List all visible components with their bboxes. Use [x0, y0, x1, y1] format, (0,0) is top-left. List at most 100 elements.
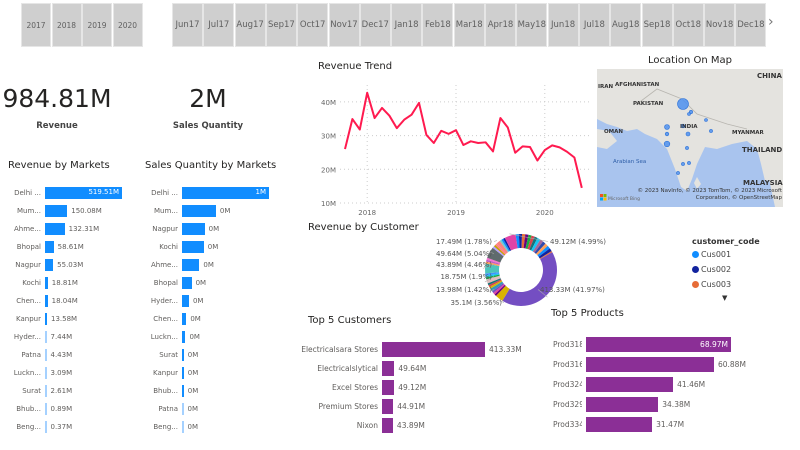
bar-row[interactable]: Kanpur 0M: [143, 366, 198, 380]
bar-row[interactable]: Hyder... 0M: [143, 294, 203, 308]
data-point[interactable]: [343, 147, 347, 151]
bar-row[interactable]: Patna 4.43M: [6, 348, 72, 362]
bar[interactable]: [182, 403, 184, 415]
data-point[interactable]: [373, 116, 377, 120]
donut-slice[interactable]: [493, 244, 506, 256]
data-point[interactable]: [387, 114, 391, 118]
month-slicer-item[interactable]: Oct 18: [672, 3, 704, 47]
legend-item-cus002[interactable]: Cus002: [692, 265, 731, 274]
bar[interactable]: [45, 403, 47, 415]
bar[interactable]: 1M: [182, 187, 269, 199]
donut-slice[interactable]: [523, 234, 529, 249]
year-slicer-2020[interactable]: 2020: [112, 3, 143, 47]
bar[interactable]: [45, 241, 54, 253]
year-slicer-2019[interactable]: 2019: [82, 3, 112, 47]
donut-slice[interactable]: [527, 235, 535, 250]
data-point[interactable]: [402, 118, 406, 122]
market-location-markers[interactable]: [663, 98, 713, 175]
bar[interactable]: [182, 331, 186, 343]
bar[interactable]: [586, 356, 714, 372]
data-point[interactable]: [358, 128, 362, 132]
bar-row[interactable]: Beng... 0.37M: [6, 420, 72, 434]
data-point[interactable]: [395, 126, 399, 130]
bar-row[interactable]: Surat 2.61M: [6, 384, 72, 398]
bar[interactable]: [586, 396, 659, 412]
donut-slice[interactable]: [492, 283, 505, 293]
data-point[interactable]: [439, 129, 443, 133]
donut-slice[interactable]: [493, 284, 505, 295]
donut-slice[interactable]: [488, 279, 502, 288]
bar[interactable]: [182, 205, 216, 217]
month-slicer-item[interactable]: Sep 18: [641, 3, 673, 47]
bar[interactable]: [182, 349, 184, 361]
bar-row[interactable]: Electricalslytical 49.64M: [300, 360, 426, 376]
bar[interactable]: [45, 259, 54, 271]
bar-row[interactable]: Prod318 68.97M: [553, 336, 731, 352]
year-slicer-2017[interactable]: 2017: [21, 3, 51, 47]
legend-item-cus003[interactable]: Cus003: [692, 280, 731, 289]
bar[interactable]: [182, 295, 189, 307]
bar[interactable]: [45, 205, 68, 217]
revenue-trend-line[interactable]: [344, 91, 583, 189]
bar[interactable]: [382, 379, 395, 395]
data-point[interactable]: [417, 101, 421, 105]
month-slicer-item[interactable]: Dec 18: [735, 3, 767, 47]
bar-row[interactable]: Prod324 41.46M: [553, 376, 705, 392]
bar-row[interactable]: Premium Stores 44.91M: [300, 398, 425, 414]
data-point[interactable]: [498, 116, 502, 120]
bar[interactable]: [382, 341, 485, 357]
bar-row[interactable]: Luckn... 0M: [143, 330, 200, 344]
bar[interactable]: [182, 421, 184, 433]
data-point[interactable]: [447, 132, 451, 136]
bar[interactable]: [45, 349, 47, 361]
month-slicer-item[interactable]: May 18: [516, 3, 548, 47]
bar-row[interactable]: Delhi ... 1M: [143, 186, 269, 200]
bar[interactable]: [182, 259, 200, 271]
bar-row[interactable]: Prod334 31.47M: [553, 416, 684, 432]
month-slicer-item[interactable]: Jul 17: [203, 3, 235, 47]
donut-slice[interactable]: [501, 238, 511, 252]
data-point[interactable]: [350, 117, 354, 121]
donut-slice[interactable]: [539, 251, 553, 260]
donut-slice[interactable]: [485, 261, 500, 267]
bar-row[interactable]: Beng... 0M: [143, 420, 198, 434]
location-map[interactable]: CHINA AFGHANISTAN IRAN PAKISTAN INDIA OM…: [597, 69, 783, 207]
bar[interactable]: [586, 376, 674, 392]
bar-row[interactable]: Bhub... 0.89M: [6, 402, 72, 416]
legend-item-cus001[interactable]: Cus001: [692, 250, 731, 259]
bar[interactable]: [586, 416, 653, 432]
bar-row[interactable]: Bhopal 0M: [143, 276, 206, 290]
donut-slice[interactable]: [538, 248, 552, 259]
bar-row[interactable]: Prod316 60.88M: [553, 356, 746, 372]
bar[interactable]: [382, 398, 394, 414]
bar-row[interactable]: Mum... 150.08M: [6, 204, 102, 218]
bar[interactable]: [45, 313, 47, 325]
bar-row[interactable]: Patna 0M: [143, 402, 198, 416]
donut-slice[interactable]: [489, 280, 503, 289]
bar-row[interactable]: Ahme... 0M: [143, 258, 214, 272]
bar-row[interactable]: Nixon 43.89M: [300, 417, 425, 433]
bar-row[interactable]: Nagpur 55.03M: [6, 258, 83, 272]
donut-slice[interactable]: [515, 234, 520, 249]
data-point[interactable]: [454, 128, 458, 132]
bar-row[interactable]: Excel Stores 49.12M: [300, 379, 426, 395]
bar-row[interactable]: Prod329 34.38M: [553, 396, 690, 412]
month-slicer-item[interactable]: Dec 17: [359, 3, 391, 47]
month-slicer-item[interactable]: Mar 18: [453, 3, 485, 47]
data-point[interactable]: [476, 141, 480, 145]
donut-slice[interactable]: [496, 240, 509, 254]
bar-row[interactable]: Electricalsara Stores 413.33M: [300, 341, 522, 357]
data-point[interactable]: [484, 140, 488, 144]
donut-slice[interactable]: [518, 234, 523, 249]
bar[interactable]: [45, 223, 65, 235]
donut-slice[interactable]: [529, 236, 538, 251]
donut-slice[interactable]: [492, 246, 505, 257]
donut-slice[interactable]: [486, 275, 501, 284]
bar[interactable]: [182, 385, 184, 397]
month-slicer-item[interactable]: Jun 18: [547, 3, 579, 47]
donut-slice[interactable]: [494, 284, 506, 296]
donut-slice[interactable]: [485, 272, 500, 276]
data-point[interactable]: [580, 186, 584, 190]
donut-slice[interactable]: [532, 239, 544, 253]
month-slicer-item[interactable]: Apr 18: [485, 3, 516, 47]
